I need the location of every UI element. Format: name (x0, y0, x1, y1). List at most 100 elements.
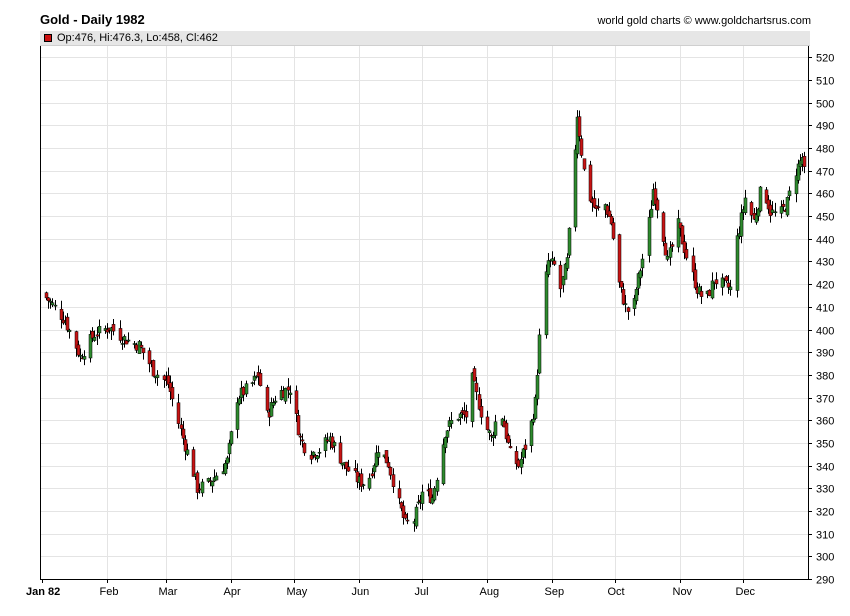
candle-body (311, 451, 316, 456)
candle-body (773, 211, 778, 214)
candle-body (258, 372, 263, 387)
candle-body (137, 341, 142, 354)
candle-body (176, 402, 181, 424)
candle-body (414, 506, 419, 527)
candle-body (670, 244, 675, 247)
candle-body (537, 334, 542, 374)
y-tick-label: 340 (816, 462, 834, 474)
candle-body (472, 368, 477, 382)
candle-body (728, 286, 733, 291)
candle-body (493, 421, 498, 436)
candle-body (170, 387, 175, 400)
candle-body (122, 336, 127, 341)
candle-body (533, 396, 538, 419)
candle-body (126, 339, 131, 342)
candle-body (756, 208, 761, 217)
candle-body (391, 474, 396, 487)
candle-body (508, 446, 513, 449)
y-tick-label: 430 (816, 257, 834, 269)
candle-body (134, 344, 139, 351)
candle-body (443, 437, 448, 449)
candle-body (325, 439, 330, 442)
candle-body (76, 344, 81, 356)
candle-body (185, 449, 190, 455)
candle-body (565, 257, 570, 269)
candle-body (294, 390, 299, 414)
candle-body (111, 324, 116, 332)
candle-body (441, 444, 446, 485)
candle-body (401, 505, 406, 518)
candle-body (588, 164, 593, 202)
candle-body (88, 334, 93, 359)
candle-body (367, 477, 372, 489)
x-tick-label: Nov (673, 586, 693, 598)
ohlc-readout-bar: Op:476, Hi:476.3, Lo:458, Cl:462 (40, 31, 810, 46)
candle-body (506, 435, 511, 443)
candle-body (529, 420, 534, 446)
candle-body (420, 491, 425, 504)
candle-body (531, 418, 536, 423)
candle-body (53, 304, 58, 307)
candle-body (611, 222, 616, 239)
candle-body (758, 186, 763, 212)
y-tick-label: 380 (816, 371, 834, 383)
candle-body (191, 449, 196, 477)
y-tick-label: 440 (816, 235, 834, 247)
candle-body (668, 247, 673, 258)
candle-body (353, 468, 358, 471)
candle-body (485, 416, 490, 430)
candle-body (802, 156, 807, 167)
ohlc-readout: Op:476, Hi:476.3, Lo:458, Cl:462 (57, 32, 218, 44)
candle-body (456, 418, 461, 421)
y-tick-label: 450 (816, 212, 834, 224)
y-tick-label: 420 (816, 280, 834, 292)
candle-body (649, 208, 654, 218)
candle-body (743, 197, 748, 214)
candle-body (619, 281, 624, 288)
candle-body (372, 465, 377, 473)
x-tick-label: Oct (608, 586, 625, 598)
x-tick-label: Dec (736, 586, 756, 598)
candle-body (665, 255, 670, 260)
candle-body (479, 406, 484, 418)
chart-title: Gold - Daily 1982 (40, 12, 145, 27)
candle-body (403, 513, 408, 519)
candle-body (626, 307, 631, 312)
candle-body (749, 202, 754, 216)
candle-body (286, 386, 291, 391)
candle-body (179, 424, 184, 429)
candle-body (78, 355, 83, 357)
candle-body (244, 383, 249, 395)
candle-body (309, 454, 314, 460)
candle-body (44, 292, 49, 299)
candle-body (567, 227, 572, 256)
candle-body (638, 270, 643, 279)
candle-body (397, 488, 402, 499)
candle-body (504, 422, 509, 440)
candle-body (592, 198, 597, 208)
x-tick-label: Aug (480, 586, 500, 598)
candle-body (74, 331, 79, 349)
candle-body (546, 260, 551, 275)
candle-body (714, 279, 719, 285)
candle-body (544, 271, 549, 336)
candle-body (118, 328, 123, 341)
candle-body (300, 439, 305, 442)
candle-body (338, 442, 343, 464)
candle-body (514, 451, 519, 465)
candle-body (376, 452, 381, 458)
candle-body (634, 288, 639, 302)
candle-body (384, 450, 389, 464)
x-tick-label: Jul (415, 586, 429, 598)
y-tick-label: 520 (816, 53, 834, 65)
candle-body (59, 308, 64, 320)
candle-body (558, 264, 563, 290)
candle-body (361, 484, 366, 486)
x-tick-label: Sep (545, 586, 565, 598)
candle-body (181, 428, 186, 439)
candle-body (552, 260, 557, 265)
y-tick-label: 490 (816, 121, 834, 133)
y-tick-label: 350 (816, 439, 834, 451)
candle-body (273, 400, 278, 403)
candle-body (302, 443, 307, 454)
